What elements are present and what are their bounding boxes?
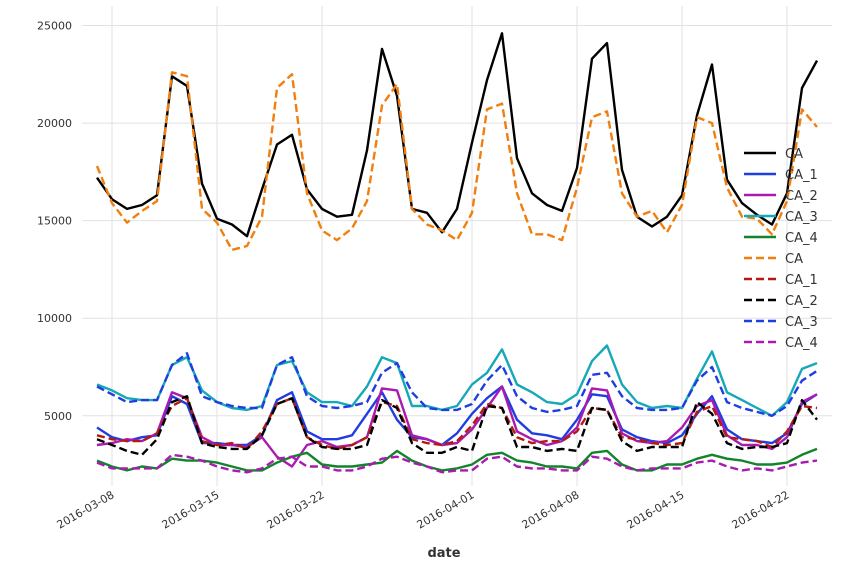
x-axis-title: date: [427, 546, 460, 561]
series-line-ca-1-dashed: [96, 397, 818, 451]
x-tick-label: 2016-03-15: [160, 488, 222, 531]
legend-label: CA: [785, 147, 803, 162]
x-tick-label: 2016-04-08: [520, 488, 582, 531]
x-tick-label: 2016-03-22: [265, 488, 327, 531]
series-line-ca-solid: [96, 32, 819, 238]
series-line-ca-4-dashed: [96, 453, 818, 474]
legend-label: CA_3: [785, 210, 818, 225]
x-tick-label: 2016-03-08: [55, 488, 117, 531]
legend-label: CA_2: [785, 294, 818, 309]
tick-labels: 5000 10000 15000 20000 25000 2016-03-08 2016-0…: [37, 20, 792, 532]
x-tick-label: 2016-04-15: [625, 488, 687, 531]
y-tick-label: 5000: [44, 410, 72, 423]
legend-label: CA_4: [785, 231, 818, 246]
legend: CA CA_1 CA_2 CA_3 CA_4 CA CA_1 CA_2 CA_3 CA_4: [744, 147, 818, 351]
legend-label: CA_2: [785, 189, 818, 204]
legend-label: CA: [785, 252, 803, 267]
y-tick-label: 25000: [37, 20, 72, 33]
series-line-ca-dashed: [95, 71, 818, 252]
legend-label: CA_3: [785, 315, 818, 330]
y-tick-label: 15000: [37, 215, 72, 228]
x-tick-label: 2016-04-22: [730, 488, 792, 531]
series-lines: [95, 32, 819, 474]
y-tick-label: 10000: [37, 312, 72, 325]
legend-label: CA_4: [785, 336, 818, 351]
legend-label: CA_1: [785, 168, 818, 183]
legend-label: CA_1: [785, 273, 818, 288]
series-line-ca-3-dashed: [96, 352, 818, 417]
x-tick-label: 2016-04-01: [415, 488, 477, 531]
y-tick-label: 20000: [37, 117, 72, 130]
series-line-ca-4-solid: [96, 447, 818, 472]
series-line-ca-3-solid: [96, 344, 818, 417]
